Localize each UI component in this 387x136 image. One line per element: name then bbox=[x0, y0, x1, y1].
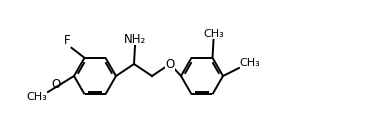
Text: NH₂: NH₂ bbox=[124, 33, 147, 46]
Text: CH₃: CH₃ bbox=[203, 29, 224, 39]
Text: F: F bbox=[64, 34, 70, 47]
Text: CH₃: CH₃ bbox=[27, 92, 48, 103]
Text: O: O bbox=[165, 58, 175, 70]
Text: CH₃: CH₃ bbox=[240, 58, 260, 67]
Text: O: O bbox=[165, 58, 175, 70]
Text: O: O bbox=[51, 78, 60, 91]
